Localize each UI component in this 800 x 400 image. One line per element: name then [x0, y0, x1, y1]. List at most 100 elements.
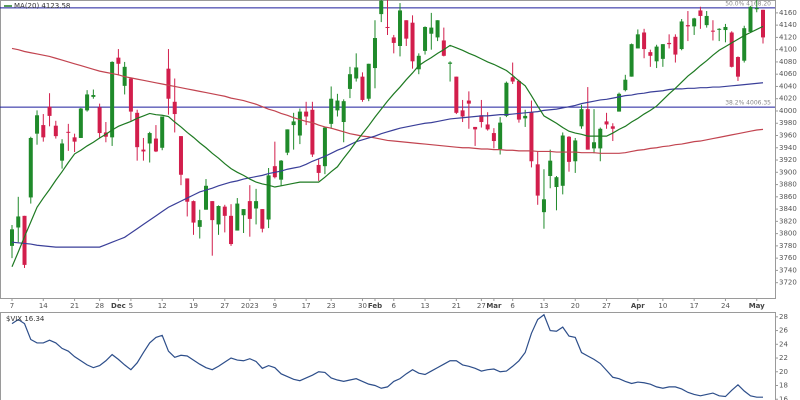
candle-body: [166, 68, 171, 99]
candle-body: [592, 142, 597, 149]
lower-plot: [11, 313, 763, 398]
candle-body: [385, 26, 390, 28]
candle-body: [172, 101, 177, 115]
candle-body: [241, 209, 246, 216]
y-tick-label: 4140: [779, 21, 797, 29]
candle-body: [423, 26, 428, 51]
candle-body: [22, 215, 27, 265]
x-tick-label: 12: [158, 302, 167, 310]
x-tick-label: 24: [721, 302, 730, 310]
candle-body: [548, 160, 553, 176]
candle-body: [197, 220, 202, 227]
y-tick-label: 16: [779, 395, 788, 400]
candle-body: [78, 108, 83, 138]
candle-body: [660, 44, 665, 59]
level-label: 50.0% 4168.20: [725, 0, 771, 7]
candle-body: [272, 166, 277, 178]
candle-body: [654, 46, 659, 62]
candle-body: [673, 36, 678, 55]
x-tick-label: 6: [392, 302, 397, 310]
candle-body: [16, 216, 21, 228]
candle-body: [761, 9, 765, 38]
candle-body: [304, 111, 309, 117]
x-tick-label: 10: [658, 302, 667, 310]
candle-body: [598, 128, 603, 149]
candle-body: [554, 177, 559, 188]
candle-body: [679, 21, 684, 50]
candle-body: [466, 100, 471, 104]
candle-body: [698, 10, 703, 16]
x-tick-label: 17: [302, 302, 311, 310]
y-tick-label: 20: [779, 368, 788, 376]
candle-body: [635, 34, 640, 49]
y-tick-label: 3740: [779, 266, 797, 274]
candle-body: [754, 7, 759, 10]
candle-body: [329, 98, 334, 124]
main-plot: 50.0% 4168.20 38.2% 4006.35: [0, 0, 775, 268]
x-tick-label: 14: [39, 302, 48, 310]
moving-average-line: [11, 47, 764, 154]
x-tick-label: Apr: [631, 302, 645, 310]
x-tick-label: 13: [539, 302, 548, 310]
candle-body: [460, 110, 465, 117]
candle-body: [147, 133, 152, 144]
lower-legend-label: $VIX 16.34: [6, 315, 45, 323]
y-tick-label: 3800: [779, 230, 797, 238]
candle-body: [516, 80, 521, 120]
candle-body: [216, 206, 221, 225]
candle-body: [585, 109, 590, 150]
candle-body: [441, 40, 446, 56]
y-tick-label: 4160: [779, 9, 797, 17]
candle-body: [566, 136, 571, 162]
candle-body: [279, 160, 284, 180]
candle-body: [529, 112, 534, 162]
candle-body: [297, 111, 302, 136]
y-tick-label: 18: [779, 382, 788, 390]
y-tick-label: 26: [779, 327, 788, 335]
candle-body: [210, 201, 215, 221]
y-tick-label: 24: [779, 340, 788, 348]
candle-body: [128, 78, 133, 112]
x-tick-label: Feb: [368, 302, 382, 310]
y-tick-label: 4120: [779, 33, 797, 41]
candle-body: [560, 135, 565, 186]
y-tick-label: 3980: [779, 119, 797, 127]
axes: 3720 3740 3760 3780 3800 3820 3840 3860 3880 3900…: [10, 9, 797, 400]
candle-body: [185, 178, 190, 202]
candle-body: [47, 106, 52, 116]
y-tick-label: 4020: [779, 95, 797, 103]
x-tick-label: 30: [358, 302, 367, 310]
candle-body: [66, 131, 71, 133]
candle-body: [729, 32, 734, 67]
candle-body: [692, 18, 697, 27]
x-tick-label: 27: [220, 302, 229, 310]
candle-body: [485, 124, 490, 130]
candle-body: [416, 55, 421, 70]
candle-body: [335, 100, 340, 111]
candle-body: [72, 137, 77, 142]
candle-body: [97, 107, 102, 134]
candle-body: [667, 42, 672, 45]
candle-body: [141, 149, 146, 152]
x-tick-label: 28: [95, 302, 104, 310]
candle-body: [310, 109, 315, 155]
candle-body: [748, 6, 753, 32]
candle-body: [717, 28, 722, 30]
candle-body: [35, 115, 40, 134]
x-tick-label: 27: [602, 302, 611, 310]
moving-average-line: [11, 82, 764, 248]
main-panel-frame: [0, 0, 776, 299]
y-tick-label: 3940: [779, 144, 797, 152]
candle-body: [10, 229, 14, 246]
x-tick-label: 9: [273, 302, 277, 310]
candle-body: [579, 109, 584, 127]
candle-body: [723, 26, 728, 31]
candle-body: [404, 20, 409, 39]
x-tick-label: 23: [327, 302, 336, 310]
data-line: [11, 313, 763, 398]
x-tick-label: 2023: [241, 302, 259, 310]
candle-body: [178, 136, 183, 175]
candle-body: [91, 95, 96, 97]
y-tick-label: 4100: [779, 46, 797, 54]
candle-body: [642, 32, 647, 50]
